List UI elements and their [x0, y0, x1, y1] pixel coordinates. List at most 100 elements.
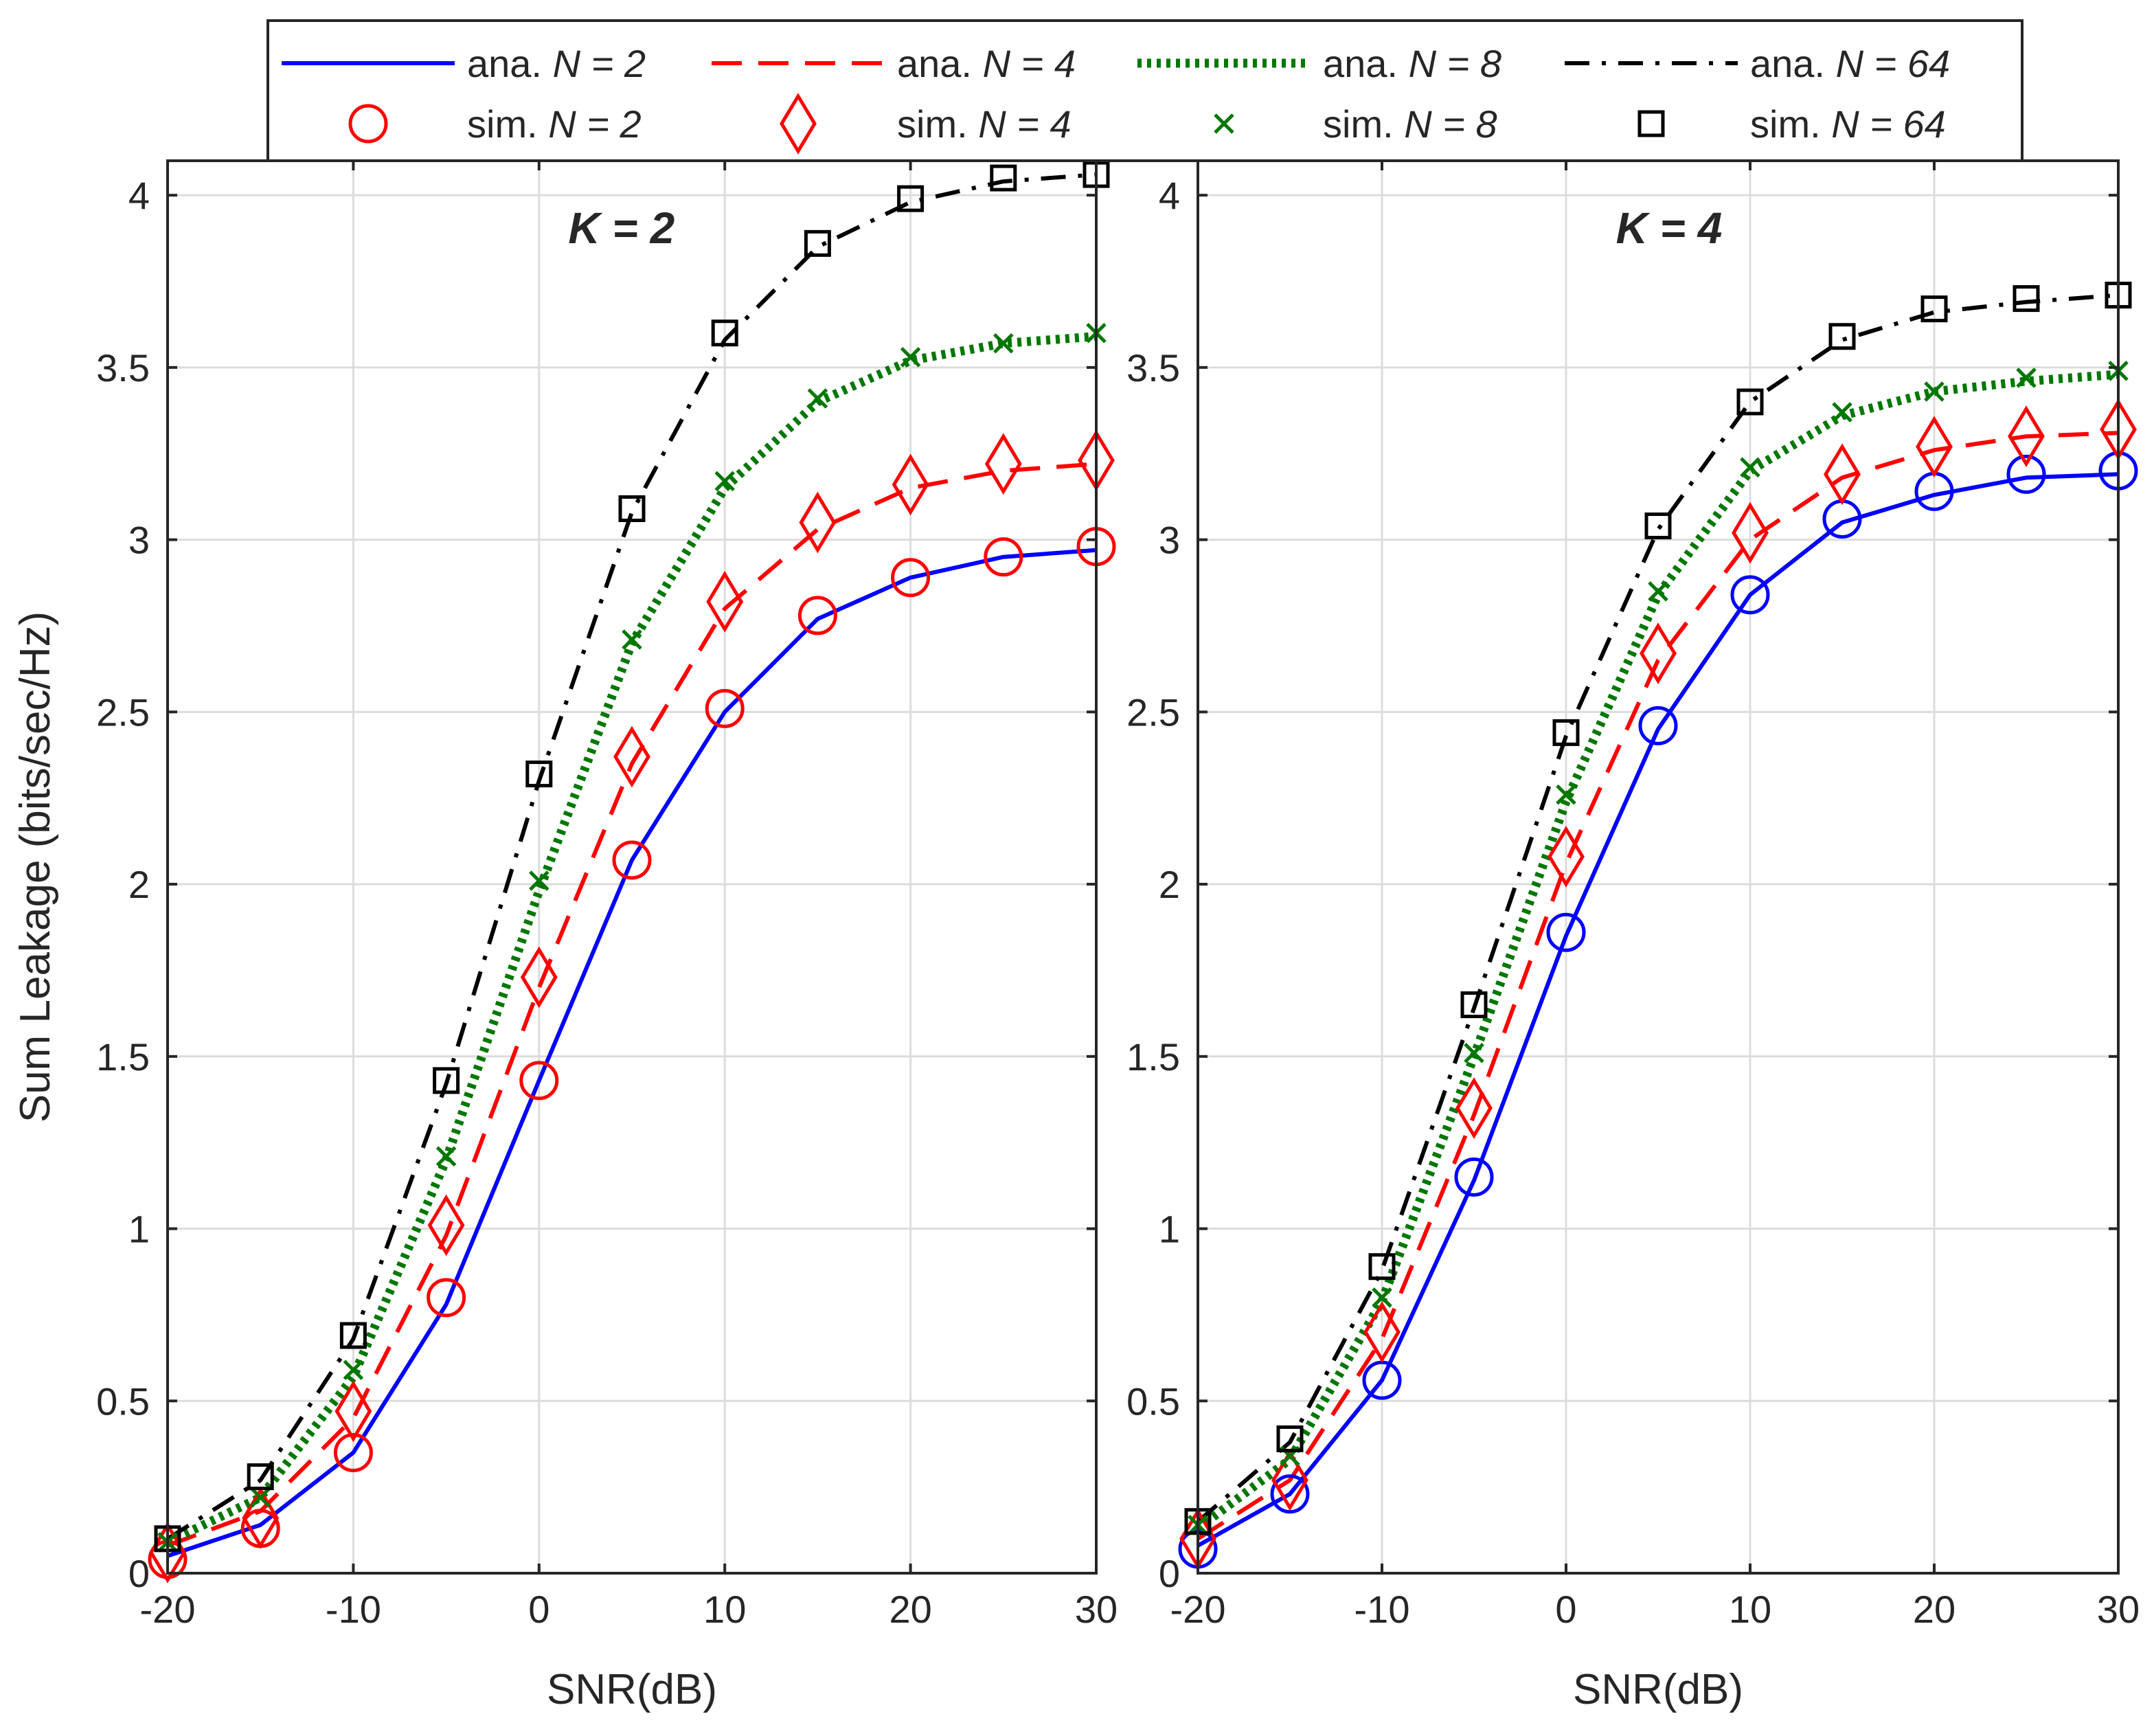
data-point-square-n64: [525, 760, 553, 788]
data-point-square-n64: [1736, 388, 1764, 416]
data-point-square-n64: [804, 229, 831, 257]
x-tick-label: -10: [1354, 1588, 1410, 1631]
y-tick-label: 1.5: [1126, 1035, 1180, 1079]
data-point-x-n8: [1740, 457, 1760, 478]
legend-label-prefix: ana.: [467, 42, 553, 85]
data-point-x-n8: [993, 333, 1014, 354]
data-point-square-n64: [1828, 323, 1856, 350]
data-point-circle-n2: [612, 840, 652, 880]
x-tick-label: -10: [326, 1588, 381, 1631]
y-tick-label: 3.5: [1126, 346, 1180, 390]
series-line-ana-n-4: [166, 462, 1097, 1548]
x-tick-label: -20: [1170, 1588, 1226, 1631]
data-point-x-n8: [343, 1360, 364, 1380]
series-line-ana-n-64: [166, 172, 1097, 1541]
data-point-square-n64: [897, 185, 925, 212]
x-tick-label: 0: [1555, 1588, 1576, 1631]
data-point-diamond-n4: [427, 1194, 465, 1256]
legend-label-expr: N = 2: [553, 42, 646, 85]
data-point-square-n64: [433, 1067, 460, 1094]
legend-label: ana. N = 2: [467, 42, 646, 85]
data-point-circle-n2: [797, 596, 837, 635]
y-tick-label: 2.5: [1126, 690, 1180, 734]
series-line-ana-n-4: [1197, 431, 2119, 1541]
legend-label-prefix: sim.: [467, 102, 548, 146]
x-tick-label: 0: [528, 1588, 549, 1631]
x-tick-label: 20: [1913, 1588, 1955, 1631]
legend-label-prefix: sim.: [897, 102, 978, 146]
data-point-diamond-n4: [242, 1487, 280, 1549]
chart-panel-2: -20 -10 0 10 20 30 0 0.5 1 1.5 2 2.5 3 3.5 4 SNR(dB) K =…: [1126, 159, 2140, 1713]
data-point-square-n64: [1276, 1425, 1304, 1452]
data-point-x-n8: [1372, 1287, 1392, 1308]
data-point-x-n8: [1556, 784, 1576, 805]
data-point-square-n64: [247, 1463, 274, 1491]
legend-marker-x: [1214, 113, 1234, 134]
data-point-diamond-n4: [1640, 622, 1677, 684]
plot-area: [168, 161, 1096, 1573]
x-axis-label: SNR(dB): [547, 1666, 717, 1713]
x-tick-label: 10: [1729, 1588, 1771, 1631]
series-line-ana-n-2: [1197, 472, 2119, 1548]
y-tick-label: 3.5: [96, 346, 150, 390]
x-tick-label: 20: [889, 1588, 931, 1631]
y-tick-label: 2.5: [96, 690, 150, 734]
legend-label: sim. N = 4: [897, 102, 1072, 146]
legend-label: sim. N = 64: [1750, 102, 1946, 146]
y-tick-label: 1: [128, 1208, 150, 1251]
grid: [166, 161, 1098, 1575]
data-point-x-n8: [900, 347, 921, 368]
legend-label-expr: N = 4: [983, 42, 1076, 85]
data-point-x-n8: [529, 870, 549, 891]
data-point-square-n64: [1552, 719, 1580, 746]
data-point-circle-n2: [2006, 454, 2046, 494]
legend-label: ana. N = 4: [897, 42, 1076, 85]
legend-label-prefix: ana.: [1323, 42, 1409, 85]
legend-label-prefix: sim.: [1750, 102, 1831, 146]
series-line-ana-n-64: [1197, 293, 2119, 1524]
legend-entry-sim-n64: sim. N = 64: [1637, 102, 1946, 146]
legend-label-expr: N = 64: [1836, 42, 1951, 85]
legend-entry-ana-n2: ana. N = 2: [282, 42, 646, 85]
legend-label: sim. N = 2: [467, 102, 642, 146]
data-point-circle-n2: [519, 1061, 559, 1101]
legend: ana. N = 2 ana. N = 4 ana. N = 8 ana. N = 6…: [267, 19, 2023, 162]
legend-label-expr: N = 8: [1404, 102, 1497, 146]
data-point-diamond-n4: [1732, 501, 1769, 564]
y-tick-label: 2: [128, 863, 150, 906]
data-point-x-n8: [1464, 1043, 1484, 1063]
series-line-ana-n-8: [166, 332, 1097, 1546]
data-point-circle-n2: [333, 1432, 373, 1472]
data-point-x-n8: [1832, 402, 1852, 422]
legend-label-expr: N = 4: [978, 102, 1071, 146]
ticks: -20 -10 0 10 20 30 0 0.5 1 1.5 2 2.5 3 3.5 4: [1126, 161, 2140, 1631]
data-point-diamond-n4: [1363, 1301, 1401, 1363]
data-point-diamond-n4: [2008, 405, 2045, 468]
legend-marker-square: [1637, 110, 1665, 137]
data-point-diamond-n4: [1548, 826, 1585, 888]
data-point-diamond-n4: [1916, 416, 1953, 478]
data-point-x-n8: [2016, 368, 2037, 388]
legend-box: [267, 19, 2023, 162]
chart-panel-1: -20 -10 0 10 20 30 0 0.5 1 1.5 2 2.5 3 3.5 4 SNR(dB) Sum…: [12, 159, 1118, 1713]
legend-label-prefix: ana.: [1750, 42, 1836, 85]
series-line-ana-n-8: [1195, 370, 2119, 1533]
y-tick-label: 2: [1159, 863, 1180, 906]
data-point-circle-n2: [427, 1278, 466, 1318]
data-point-x-n8: [622, 629, 642, 650]
y-axis-label: Sum Leakage (bits/sec/Hz): [12, 611, 59, 1123]
data-point-x-n8: [1648, 581, 1668, 602]
legend-entry-sim-n8: sim. N = 8: [1214, 102, 1497, 146]
data-point-circle-n2: [984, 537, 1023, 577]
data-point-diamond-n4: [706, 571, 744, 633]
series-lines: [1195, 293, 2119, 1548]
y-tick-label: 0: [128, 1552, 150, 1595]
y-tick-label: 3: [128, 519, 150, 562]
data-point-square-n64: [339, 1322, 367, 1349]
data-point-diamond-n4: [1824, 443, 1861, 506]
data-point-x-n8: [807, 388, 828, 409]
data-point-circle-n2: [1638, 706, 1678, 745]
data-point-diamond-n4: [1455, 1077, 1493, 1139]
data-point-square-n64: [711, 319, 738, 347]
legend-label-prefix: sim.: [1323, 102, 1404, 146]
